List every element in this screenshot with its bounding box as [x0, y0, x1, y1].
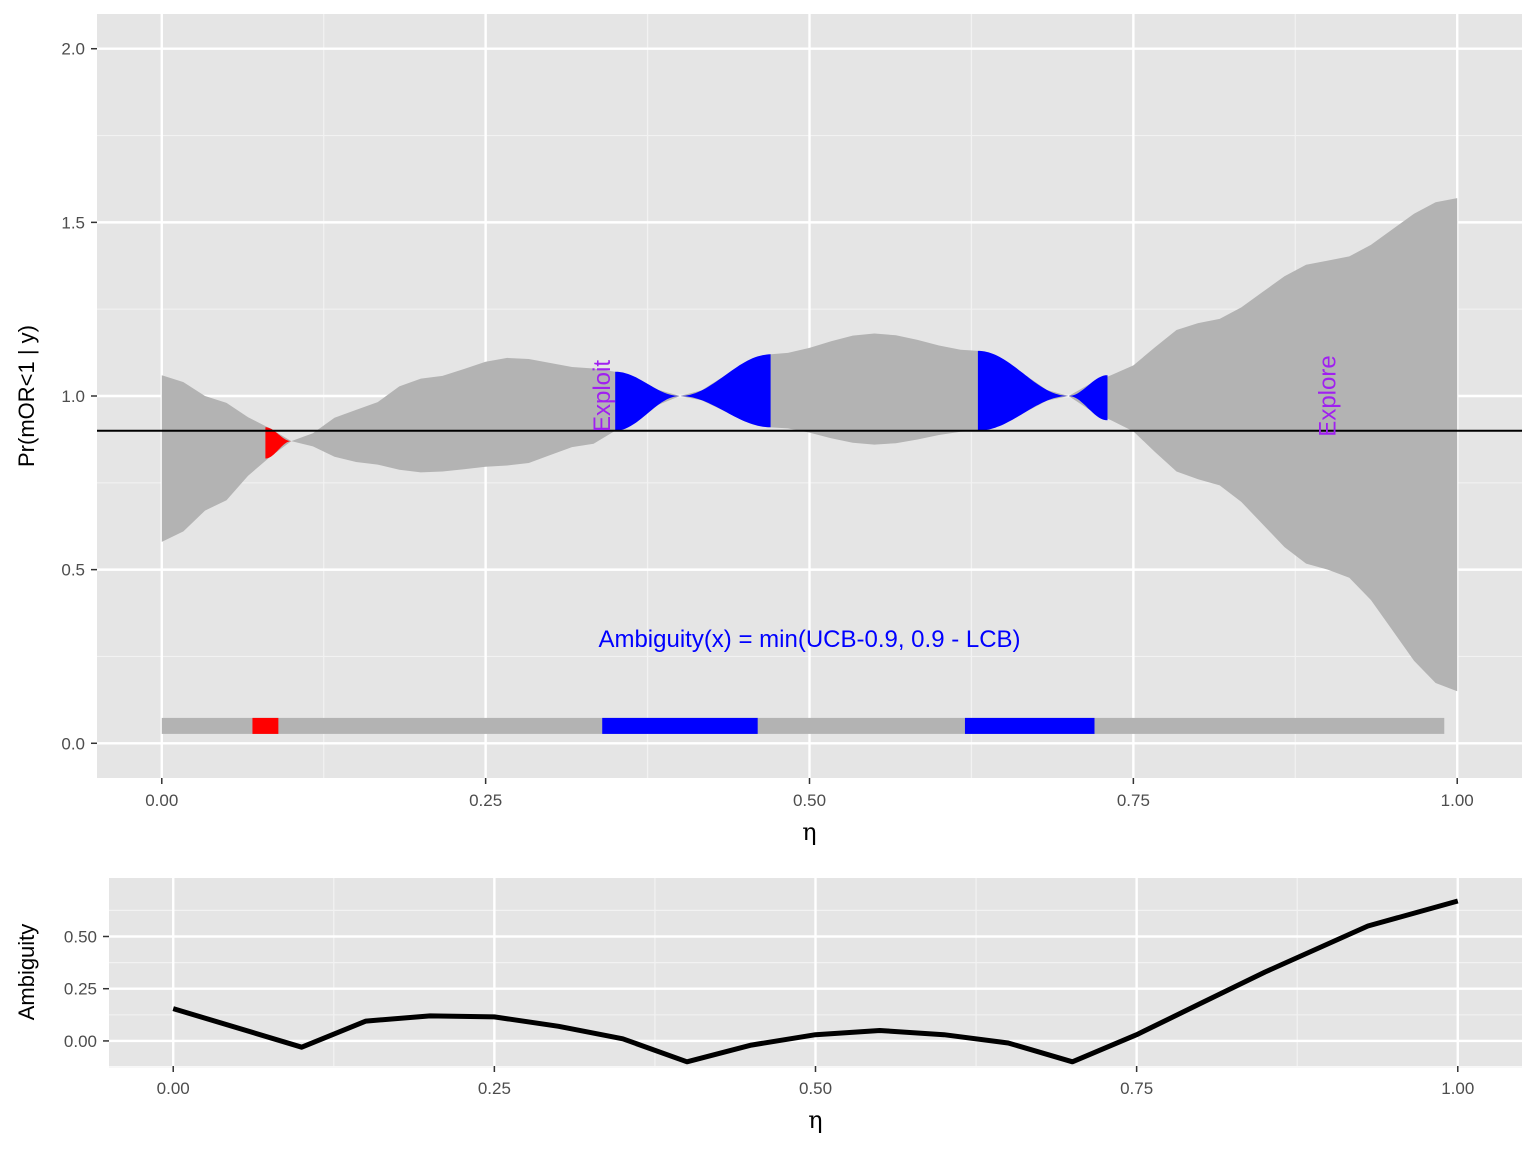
band-chart-y-title: Pr(mOR<1 | y)	[14, 325, 39, 467]
y-tick-label: 0.0	[61, 734, 85, 753]
ambiguity-chart-x-axis: 0.00 0.25 0.50 0.75 1.00	[157, 1066, 1474, 1098]
x-tick-label: 0.75	[1120, 1079, 1153, 1098]
x-tick-label: 1.00	[1441, 791, 1474, 810]
explore-label: Explore	[1315, 355, 1342, 436]
summary-bar-base	[161, 717, 1445, 734]
highlight-region	[615, 354, 771, 431]
y-tick-label: 1.0	[61, 387, 85, 406]
y-tick-label: 0.5	[61, 561, 85, 580]
ambiguity-chart-y-axis: 0.00 0.25 0.50	[64, 927, 109, 1051]
x-tick-label: 0.25	[478, 1079, 511, 1098]
y-tick-label: 0.25	[64, 980, 97, 999]
y-tick-label: 1.5	[61, 213, 85, 232]
band-chart-y-axis: 0.0 0.5 1.0 1.5 2.0	[61, 40, 97, 753]
ambiguity-chart-x-title: η	[808, 1106, 822, 1134]
x-tick-label: 0.00	[145, 791, 178, 810]
x-tick-label: 0.50	[799, 1079, 832, 1098]
y-tick-label: 0.50	[64, 927, 97, 946]
x-tick-label: 0.00	[157, 1079, 190, 1098]
confidence-band	[161, 198, 1458, 692]
y-tick-label: 0.00	[64, 1032, 97, 1051]
summary-bar-segment	[252, 717, 279, 734]
highlight-regions	[265, 350, 1108, 459]
ambiguity-line	[172, 898, 1459, 1065]
ambiguity-formula-label: Ambiguity(x) = min(UCB-0.9, 0.9 - LCB)	[598, 626, 1020, 653]
ambiguity-chart-y-title: Ambiguity	[14, 924, 39, 1021]
highlight-region	[265, 427, 292, 459]
summary-bar-segment	[602, 717, 758, 734]
x-tick-label: 0.50	[793, 791, 826, 810]
ambiguity-chart-panel: 0.00 0.25 0.50 0.75 1.00 0.00 0.25 0.50 η Ambi…	[14, 878, 1522, 1134]
y-tick-label: 2.0	[61, 40, 85, 59]
highlight-region	[977, 350, 1108, 431]
x-tick-label: 1.00	[1441, 1079, 1474, 1098]
summary-bar-segment	[964, 717, 1095, 734]
x-tick-label: 0.75	[1117, 791, 1150, 810]
x-tick-label: 0.25	[469, 791, 502, 810]
exploit-label: Exploit	[589, 360, 616, 432]
band-area	[161, 198, 1458, 692]
summary-bar	[161, 717, 1445, 734]
band-chart-x-axis: 0.00 0.25 0.50 0.75 1.00	[145, 778, 1474, 810]
band-chart-x-title: η	[802, 818, 816, 846]
band-chart-panel: Exploit Explore Ambiguity(x) = min(UCB-0…	[14, 14, 1522, 846]
